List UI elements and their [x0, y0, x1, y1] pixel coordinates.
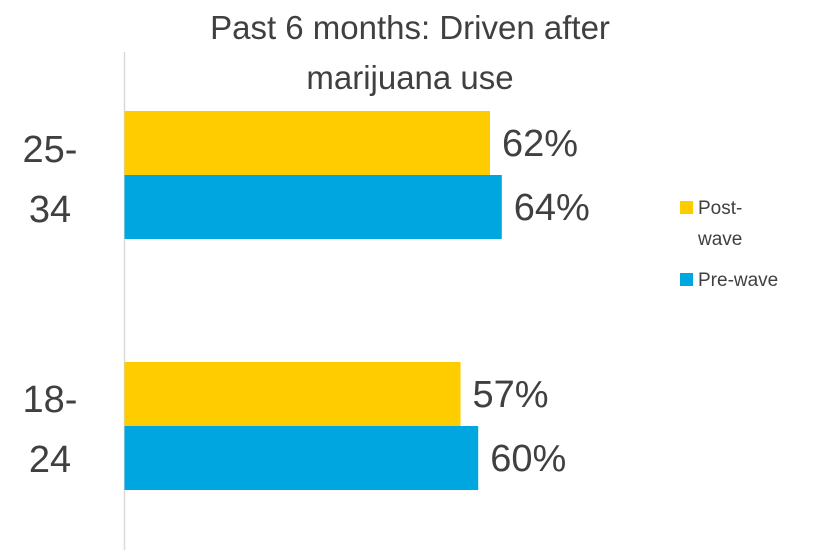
category-label: 34: [29, 189, 71, 231]
data-label: 64%: [514, 187, 590, 229]
data-label: 62%: [502, 123, 578, 165]
legend-label: wave: [697, 229, 742, 250]
data-label: 57%: [473, 374, 549, 416]
legend-swatch: [680, 201, 693, 214]
bars: [124, 111, 502, 490]
category-label: 24: [29, 439, 71, 481]
legend: Post-wave Pre-wave: [680, 198, 778, 291]
bar-pre-wave-25-34: [124, 175, 502, 239]
category-label: 18-: [23, 379, 78, 421]
chart-title-line: Past 6 months: Driven after: [210, 9, 610, 46]
data-label: 60%: [490, 438, 566, 480]
legend-swatch: [680, 273, 693, 286]
category-labels: 25- 34 18- 24: [23, 129, 78, 481]
data-labels: 62% 64% 57% 60%: [473, 123, 590, 480]
bar-pre-wave-18-24: [124, 426, 479, 490]
legend-label: Pre-wave: [698, 270, 778, 291]
chart-title: Past 6 months: Driven after marijuana use: [210, 9, 610, 96]
chart-title-line: marijuana use: [306, 59, 513, 96]
legend-label: Post-: [698, 198, 742, 219]
bar-post-wave-18-24: [124, 362, 461, 426]
category-label: 25-: [23, 129, 78, 171]
bar-post-wave-25-34: [124, 111, 490, 175]
